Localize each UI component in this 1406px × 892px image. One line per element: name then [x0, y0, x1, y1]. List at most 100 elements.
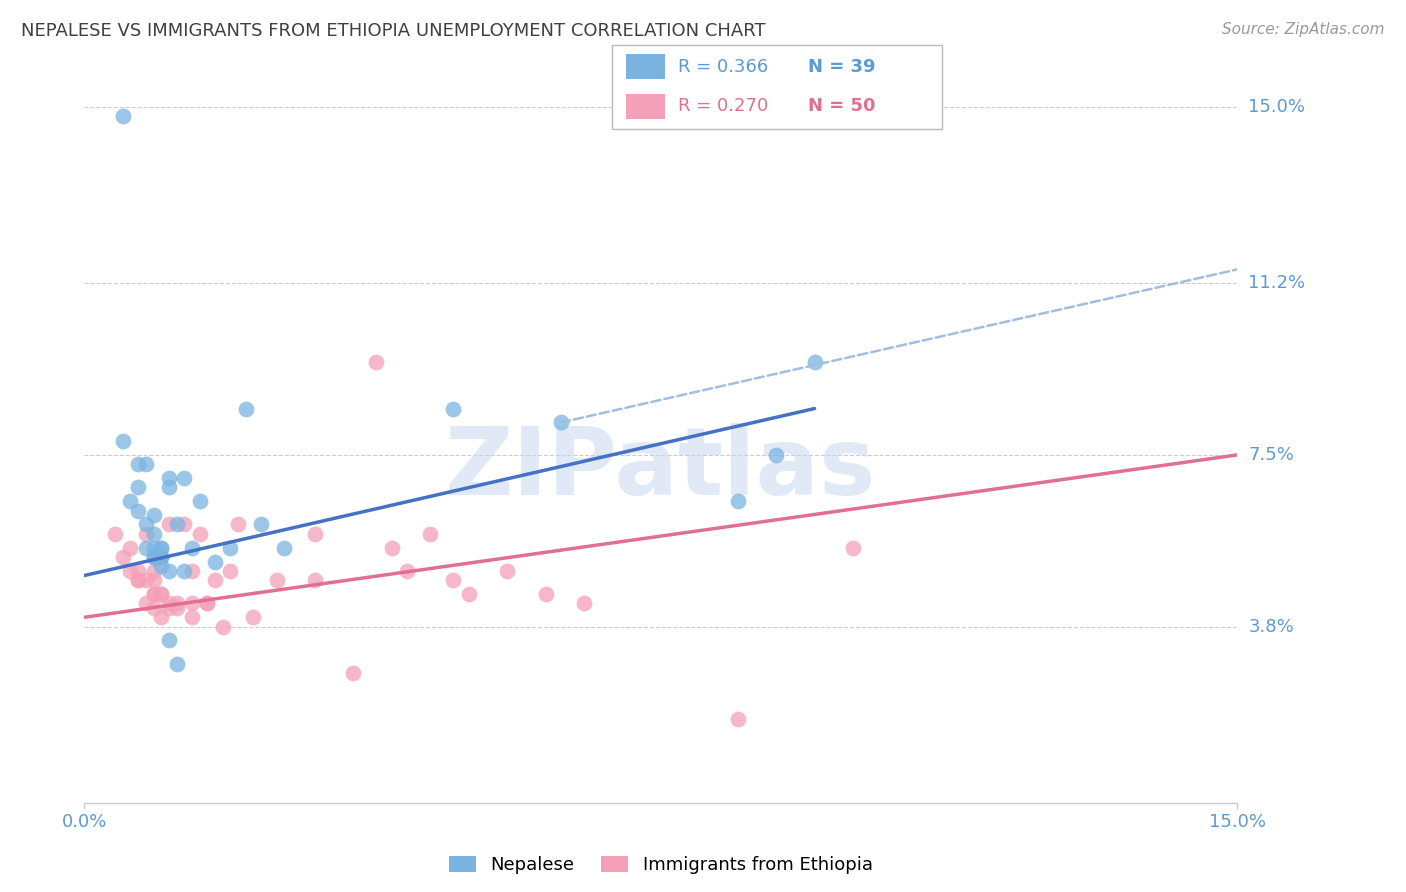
Point [157, 480, 180, 494]
Point [457, 587, 479, 601]
Point [142, 564, 165, 578]
Point [120, 564, 142, 578]
Point [111, 109, 134, 123]
Text: R = 0.270: R = 0.270 [678, 97, 768, 115]
Text: ZIPatlas: ZIPatlas [446, 423, 876, 515]
Point [195, 596, 218, 610]
Text: N = 50: N = 50 [808, 97, 876, 115]
Point [142, 601, 165, 615]
Point [235, 401, 257, 416]
Point [150, 587, 173, 601]
Point [135, 457, 157, 471]
Point [496, 564, 519, 578]
Text: 15.0%: 15.0% [1249, 98, 1305, 116]
Point [188, 526, 211, 541]
Text: NEPALESE VS IMMIGRANTS FROM ETHIOPIA UNEMPLOYMENT CORRELATION CHART: NEPALESE VS IMMIGRANTS FROM ETHIOPIA UNE… [21, 22, 766, 40]
Point [142, 587, 165, 601]
Point [195, 596, 218, 610]
Point [142, 541, 165, 555]
Point [111, 434, 134, 448]
Text: N = 39: N = 39 [808, 58, 876, 76]
Point [727, 494, 749, 508]
Point [166, 657, 188, 671]
Point [157, 601, 180, 615]
Point [181, 610, 204, 624]
Point [142, 573, 165, 587]
Point [127, 480, 149, 494]
Text: 7.5%: 7.5% [1249, 446, 1295, 464]
Point [242, 610, 264, 624]
Point [150, 610, 173, 624]
Point [120, 541, 142, 555]
Point [142, 549, 165, 564]
Point [166, 601, 188, 615]
Point [150, 541, 173, 555]
Point [135, 596, 157, 610]
Point [304, 526, 326, 541]
Point [173, 471, 195, 485]
Point [173, 517, 195, 532]
Point [150, 587, 173, 601]
Point [127, 564, 149, 578]
Point [135, 573, 157, 587]
Point [127, 573, 149, 587]
Point [127, 573, 149, 587]
Point [396, 564, 419, 578]
Point [142, 587, 165, 601]
Point [127, 457, 149, 471]
Point [572, 596, 595, 610]
Point [127, 503, 149, 517]
Point [226, 517, 249, 532]
Point [157, 596, 180, 610]
Point [534, 587, 557, 601]
Point [273, 541, 295, 555]
Point [157, 517, 180, 532]
Point [181, 541, 204, 555]
Point [150, 559, 173, 574]
Text: R = 0.366: R = 0.366 [678, 58, 768, 76]
Point [727, 712, 749, 726]
Point [142, 526, 165, 541]
Point [166, 517, 188, 532]
Text: Source: ZipAtlas.com: Source: ZipAtlas.com [1222, 22, 1385, 37]
Point [204, 573, 226, 587]
Point [803, 355, 825, 369]
Point [111, 549, 134, 564]
Point [441, 401, 464, 416]
Text: 3.8%: 3.8% [1249, 617, 1294, 635]
Point [366, 355, 388, 369]
Point [342, 665, 364, 680]
Point [135, 526, 157, 541]
Point [166, 596, 188, 610]
Point [150, 541, 173, 555]
Point [188, 494, 211, 508]
Point [219, 564, 242, 578]
Point [135, 517, 157, 532]
Point [550, 416, 572, 430]
Point [381, 541, 404, 555]
Point [150, 549, 173, 564]
Point [142, 508, 165, 523]
Point [135, 541, 157, 555]
Point [150, 549, 173, 564]
Point [157, 633, 180, 648]
Point [842, 541, 865, 555]
Point [120, 494, 142, 508]
Point [181, 564, 204, 578]
Text: 11.2%: 11.2% [1249, 275, 1306, 293]
Point [181, 596, 204, 610]
Point [765, 448, 787, 462]
Point [441, 573, 464, 587]
Point [304, 573, 326, 587]
Point [250, 517, 273, 532]
Point [157, 471, 180, 485]
Point [173, 564, 195, 578]
Y-axis label: Unemployment: Unemployment [0, 385, 8, 524]
Point [204, 555, 226, 569]
Point [104, 526, 127, 541]
Point [219, 541, 242, 555]
Point [157, 564, 180, 578]
Point [142, 549, 165, 564]
Point [211, 619, 233, 633]
Legend: Nepalese, Immigrants from Ethiopia: Nepalese, Immigrants from Ethiopia [449, 855, 873, 874]
